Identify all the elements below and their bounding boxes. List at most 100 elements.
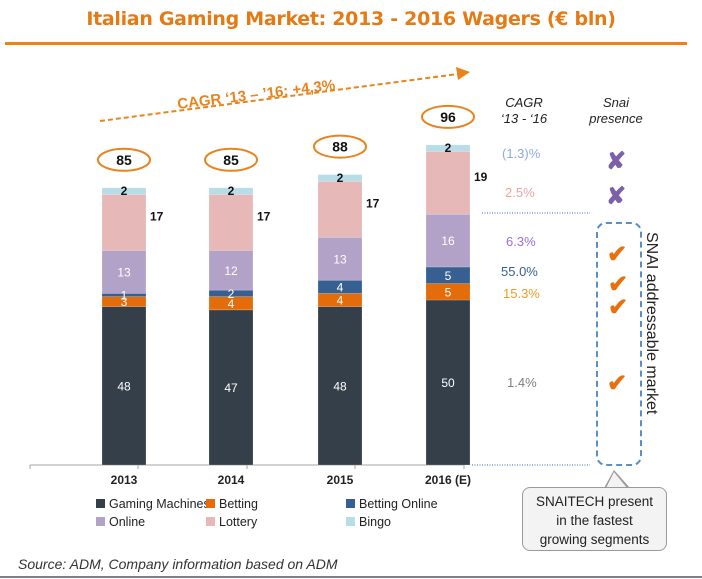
legend-item-gaming-machines: Gaming Machines <box>96 497 210 511</box>
legend-item-betting: Betting <box>206 497 258 511</box>
bar-segment-lottery <box>425 151 471 215</box>
legend-item-online: Online <box>96 515 145 529</box>
legend-swatch <box>206 517 215 526</box>
total-ellipse <box>97 147 151 172</box>
data-label: 12 <box>224 264 238 278</box>
x-axis: 2013 2014 2015 2016 (E) <box>29 464 471 487</box>
legend-item-bingo: Bingo <box>346 515 391 529</box>
check-icon-betting: ✔ <box>608 294 629 321</box>
cagr-trend-arrowhead <box>456 67 470 80</box>
bar-segment-bingo <box>101 187 147 195</box>
presence-header-line2: presence <box>589 111 643 126</box>
presence-header-line1: Snai <box>602 95 630 110</box>
total-ellipse <box>313 134 367 159</box>
legend-label: Lottery <box>219 515 258 529</box>
data-label: 47 <box>224 381 238 395</box>
cagr-header-line2: ‘13 - ‘16 <box>500 111 548 126</box>
legend-label: Betting Online <box>359 497 438 511</box>
total-label: 88 <box>332 139 348 155</box>
cagr-header-line1: CAGR <box>505 95 543 110</box>
chart-title: Italian Gaming Market: 2013 - 2016 Wager… <box>86 8 616 30</box>
bottom-divider <box>0 576 702 578</box>
data-label: 19 <box>474 170 488 184</box>
data-label: 2 <box>228 287 235 301</box>
legend-swatch <box>96 517 105 526</box>
data-label: 13 <box>117 265 131 279</box>
legend-swatch <box>206 499 215 508</box>
bar-segment-online <box>208 250 254 291</box>
bar-segment-betting <box>101 296 147 307</box>
bar-segment-lottery <box>101 194 147 251</box>
bar-segment-bingo <box>425 144 471 152</box>
title-underline <box>5 42 687 45</box>
legend-label: Betting <box>219 497 258 511</box>
data-label: 5 <box>445 285 452 299</box>
legend-swatch <box>96 499 105 508</box>
data-label: 2 <box>337 171 344 185</box>
cagr-trend-line <box>99 73 459 122</box>
bar-segment-lottery <box>208 194 254 251</box>
source-note: Source: ADM, Company information based o… <box>18 556 338 572</box>
data-label: 2 <box>228 184 235 198</box>
legend-label: Online <box>109 515 146 529</box>
data-label: 2 <box>445 141 452 155</box>
data-label: 48 <box>117 379 131 393</box>
total-ellipse <box>421 104 475 129</box>
legend-swatch <box>346 499 355 508</box>
bar-segment-bingo <box>317 174 363 182</box>
bar-segment-gaming-machines <box>425 299 471 466</box>
total-labels: 85 85 88 96 <box>97 104 475 172</box>
legend-label: Gaming Machines <box>109 497 210 511</box>
bar-segment-gaming-machines <box>317 306 363 466</box>
data-label: 48 <box>333 379 347 393</box>
bar-segment-gaming-machines <box>101 306 147 466</box>
cagr-trend-label: CAGR ‘13 – ’16: +4,3% <box>176 77 336 113</box>
data-label: 4 <box>337 294 344 308</box>
callout-pointer-fill <box>606 472 627 488</box>
legend-swatch <box>346 517 355 526</box>
total-label: 96 <box>440 109 456 125</box>
bars <box>101 144 471 466</box>
x-tick-label: 2013 <box>111 473 138 487</box>
data-label: 16 <box>441 234 455 248</box>
addressable-market-box <box>596 222 642 466</box>
cagr-value-bingo: (1.3)% <box>502 146 541 161</box>
data-label: 13 <box>333 252 347 266</box>
cross-icon-lottery: ✘ <box>606 183 627 210</box>
bar-segment-bingo <box>208 187 254 195</box>
presence-column-header: Snai presence <box>580 95 652 127</box>
legend-item-lottery: Lottery <box>206 515 257 529</box>
bar-segment-online <box>425 213 471 268</box>
data-label: 5 <box>445 269 452 283</box>
callout-line2: in the fastest <box>556 513 633 528</box>
data-label: 17 <box>257 209 271 223</box>
cagr-value-betting: 15.3% <box>503 286 540 301</box>
data-label: 2 <box>121 184 128 198</box>
cagr-trend-arrow: CAGR ‘13 – ’16: +4,3% <box>99 67 470 122</box>
cagr-column-header: CAGR ‘13 - ‘16 <box>498 95 550 127</box>
callout-line1: SNAITECH present <box>535 494 654 509</box>
legend-label: Bingo <box>359 515 391 529</box>
data-label: 17 <box>150 209 164 223</box>
bar-segment-online <box>317 237 363 281</box>
data-label: 50 <box>441 376 455 390</box>
legend-item-betting-online: Betting Online <box>346 497 438 511</box>
bar-segment-gaming-machines <box>208 309 254 466</box>
data-label: 4 <box>337 280 344 294</box>
data-label: 1 <box>121 289 128 303</box>
check-icon-gaming-machines: ✔ <box>607 370 628 397</box>
x-tick-label: 2015 <box>327 473 354 487</box>
cagr-value-online: 6.3% <box>506 234 536 249</box>
check-icon-betting-online: ✔ <box>608 271 629 298</box>
cagr-value-betting-online: 55.0% <box>501 264 538 279</box>
data-label: 17 <box>366 196 380 210</box>
data-label: 3 <box>121 295 128 309</box>
total-label: 85 <box>223 152 239 168</box>
bar-segment-lottery <box>317 180 363 238</box>
addressable-market-label: SNAI addressable market <box>643 232 660 415</box>
total-label: 85 <box>116 152 132 168</box>
snaitech-callout: SNAITECH present in the fastest growing … <box>522 487 667 551</box>
check-icon-online: ✔ <box>607 241 628 268</box>
